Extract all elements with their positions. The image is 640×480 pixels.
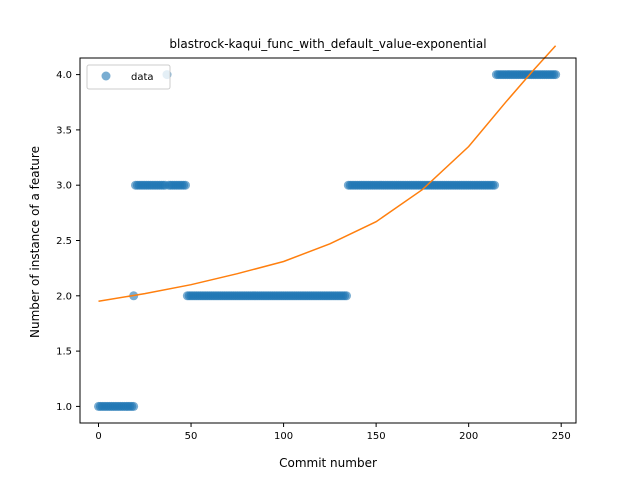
data-point: [490, 180, 500, 190]
legend-marker: [101, 71, 111, 81]
y-tick-label: 2.0: [56, 291, 72, 302]
y-tick-label: 3.5: [56, 125, 72, 136]
x-tick-label: 250: [552, 431, 571, 442]
y-axis-label: Number of instance of a feature: [28, 146, 42, 338]
axes-frame: [79, 57, 577, 424]
x-tick-label: 150: [367, 431, 386, 442]
x-tick-label: 0: [95, 431, 101, 442]
x-tick-label: 100: [274, 431, 293, 442]
x-tick-label: 200: [459, 431, 478, 442]
legend-box: [86, 64, 171, 90]
fit-line: [98, 45, 557, 303]
legend: data: [86, 64, 171, 90]
y-tick-label: 2.5: [56, 236, 72, 247]
x-tick-label: 50: [185, 431, 198, 442]
y-tick-label: 1.5: [56, 347, 72, 358]
y-tick-label: 4.0: [56, 70, 72, 81]
chart-title: blastrock-kaqui_func_with_default_value-…: [169, 37, 486, 51]
x-axis: 0 50 100 150 200 250: [95, 423, 571, 442]
data-point: [129, 401, 139, 411]
plot-area: [94, 45, 561, 411]
legend-label: data: [131, 72, 154, 83]
y-axis: 1.0 1.5 2.0 2.5 3.0 3.5 4.0: [56, 70, 80, 413]
data-point: [342, 291, 352, 301]
x-axis-label: Commit number: [279, 456, 377, 470]
data-point: [180, 180, 190, 190]
data-point: [551, 70, 561, 80]
y-tick-label: 1.0: [56, 402, 72, 413]
y-tick-label: 3.0: [56, 181, 72, 192]
